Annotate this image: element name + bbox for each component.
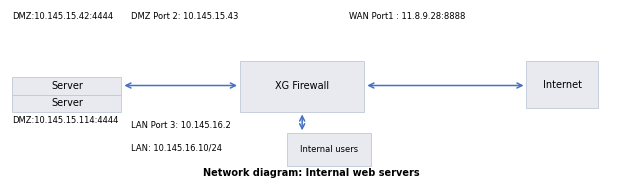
Text: XG Firewall: XG Firewall [275, 81, 329, 91]
Text: WAN Port1 : 11.8.9.28:8888: WAN Port1 : 11.8.9.28:8888 [349, 12, 465, 21]
Text: LAN Port 3: 10.145.16.2: LAN Port 3: 10.145.16.2 [131, 122, 231, 130]
Text: Network diagram: Internal web servers: Network diagram: Internal web servers [203, 168, 420, 178]
FancyBboxPatch shape [12, 94, 121, 112]
FancyBboxPatch shape [240, 61, 364, 112]
Text: DMZ Port 2: 10.145.15.43: DMZ Port 2: 10.145.15.43 [131, 12, 238, 21]
Text: Internet: Internet [543, 80, 582, 90]
Text: DMZ:10.145.15.42:4444: DMZ:10.145.15.42:4444 [12, 12, 113, 21]
FancyBboxPatch shape [12, 77, 121, 95]
Text: Server: Server [51, 81, 83, 91]
Text: LAN: 10.145.16.10/24: LAN: 10.145.16.10/24 [131, 143, 222, 152]
FancyBboxPatch shape [526, 61, 598, 108]
FancyBboxPatch shape [287, 133, 371, 166]
Text: Internal users: Internal users [300, 145, 358, 154]
Text: DMZ:10.145.15.114:4444: DMZ:10.145.15.114:4444 [12, 116, 119, 125]
Text: Server: Server [51, 98, 83, 108]
